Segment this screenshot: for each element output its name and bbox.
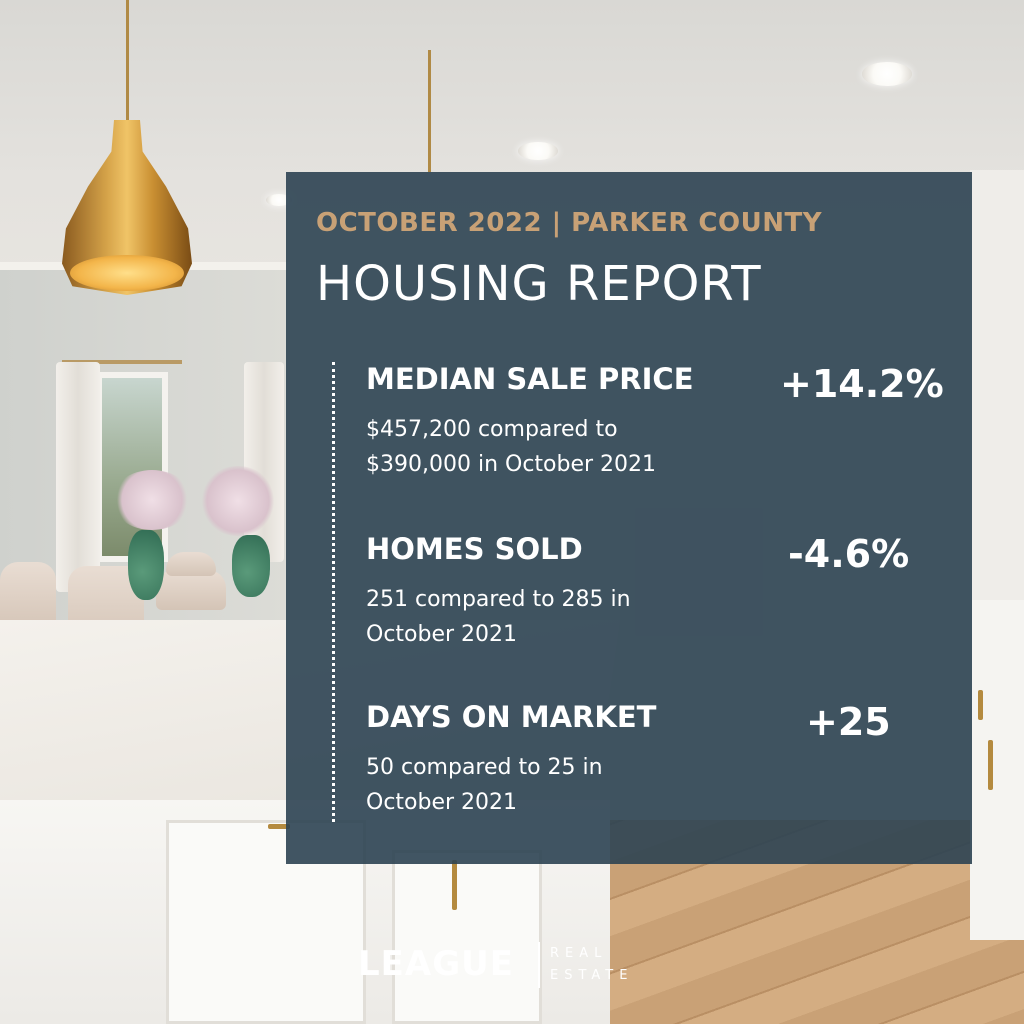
metric-description: $457,200 compared to $390,000 in October…: [366, 412, 746, 482]
vase: [128, 530, 164, 600]
flower-branches: [112, 470, 192, 530]
pendant-rod: [428, 50, 431, 172]
report-title: HOUSING REPORT: [316, 256, 762, 312]
recessed-light: [266, 194, 292, 206]
report-eyebrow: OCTOBER 2022 | PARKER COUNTY: [316, 208, 823, 238]
metric-description: 50 compared to 25 in October 2021: [366, 750, 746, 820]
metric-label: HOMES SOLD: [366, 532, 583, 566]
cabinet-handle: [268, 824, 290, 829]
metric-desc-line: 251 compared to 285 in: [366, 587, 631, 612]
vase: [232, 535, 270, 597]
cabinet-handle: [452, 860, 457, 910]
metric-change: +25: [806, 700, 891, 744]
curtain-left: [56, 362, 100, 592]
brand-name: LEAGUE: [358, 944, 514, 984]
metric-desc-line: October 2021: [366, 790, 518, 815]
metric-label: MEDIAN SALE PRICE: [366, 362, 694, 396]
metric-label: DAYS ON MARKET: [366, 700, 657, 734]
metric-description: 251 compared to 285 in October 2021: [366, 582, 746, 652]
pendant-lamp-icon: [62, 120, 192, 295]
flower-branches: [200, 466, 276, 536]
metric-change: -4.6%: [788, 532, 910, 576]
metric-desc-line: $457,200 compared to: [366, 417, 618, 442]
metric-desc-line: $390,000 in October 2021: [366, 452, 657, 477]
chair: [156, 570, 226, 610]
brand-sub-line: REAL: [550, 946, 608, 961]
metric-desc-line: October 2021: [366, 622, 518, 647]
curtain-rod: [62, 360, 182, 364]
right-wall: [970, 170, 1024, 630]
report-panel: OCTOBER 2022 | PARKER COUNTY HOUSING REP…: [286, 172, 972, 864]
metric-change: +14.2%: [780, 362, 944, 406]
recessed-light: [862, 62, 912, 86]
recessed-light: [518, 142, 558, 160]
brand-logo: LEAGUE REAL ESTATE: [358, 940, 678, 990]
dotted-divider: [332, 362, 335, 822]
cabinet-door: [392, 850, 542, 1024]
metric-desc-line: 50 compared to 25 in: [366, 755, 603, 780]
brand-sub-line: ESTATE: [550, 968, 634, 983]
pendant-rod: [126, 0, 129, 125]
right-cabinets: [970, 600, 1024, 940]
logo-divider: [538, 942, 540, 988]
cabinet-handle: [988, 740, 993, 790]
chair: [166, 552, 216, 576]
cabinet-handle: [978, 690, 983, 720]
